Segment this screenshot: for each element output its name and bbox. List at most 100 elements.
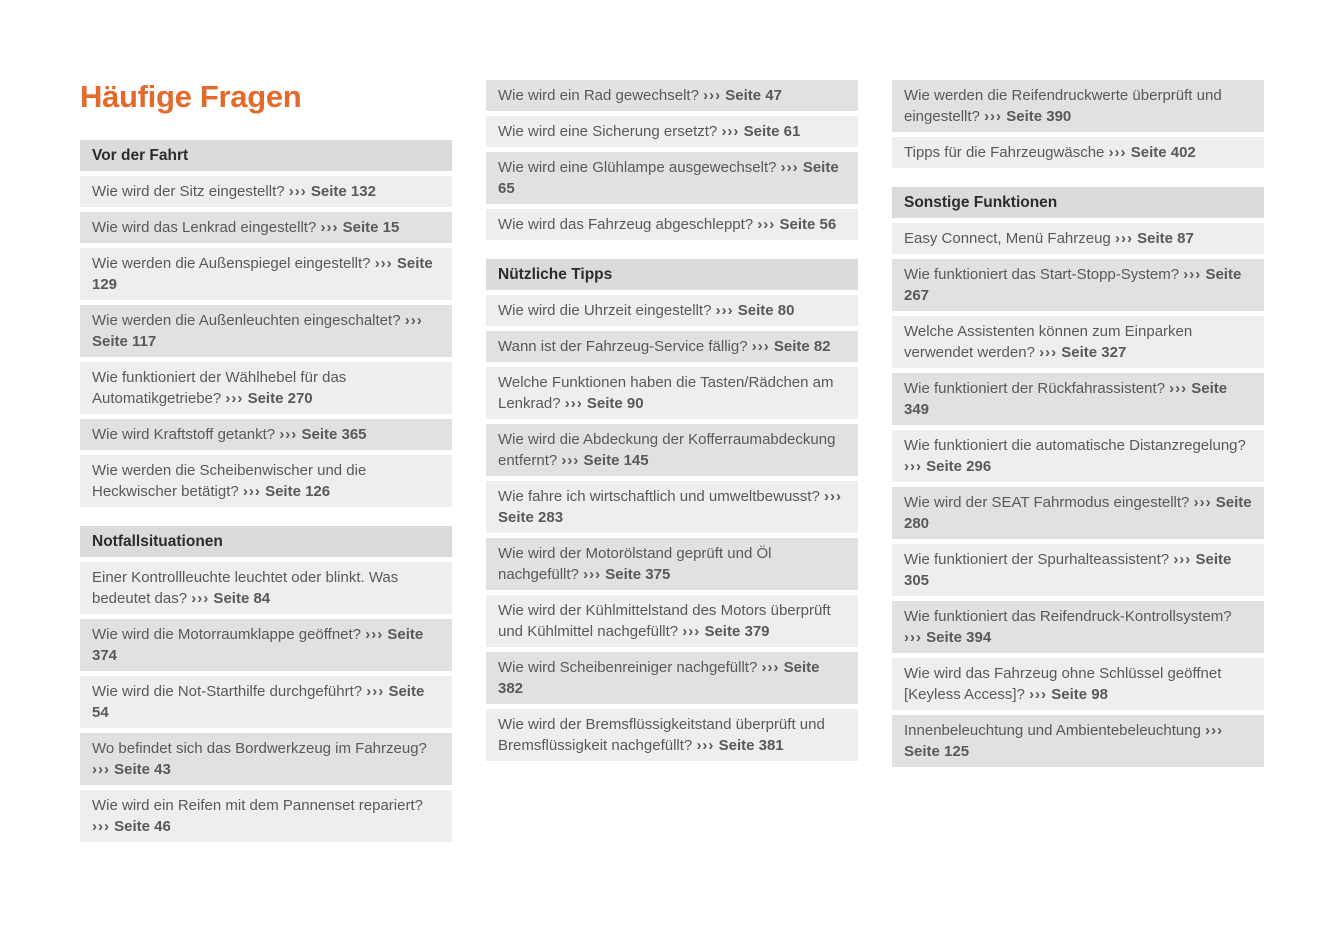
page-reference: ››› Seite 117 <box>92 312 423 350</box>
page-reference: ››› Seite 280 <box>904 494 1252 532</box>
faq-item[interactable]: Wie wird eine Glühlampe ausgewechselt? ›… <box>486 152 858 204</box>
faq-question: Wie wird die Not-Starthilfe durchgeführt… <box>92 683 363 700</box>
faq-item[interactable]: Welche Funktionen haben die Tasten/Rädch… <box>486 367 858 419</box>
chevrons-icon: ››› <box>721 123 740 140</box>
chevrons-icon: ››› <box>751 338 770 355</box>
faq-item[interactable]: Wie wird die Motorraumklappe geöffnet? ›… <box>80 619 452 671</box>
faq-item[interactable]: Wie wird das Fahrzeug ohne Schlüssel geö… <box>892 658 1264 710</box>
faq-item[interactable]: Wie funktioniert das Start-Stopp-System?… <box>892 259 1264 311</box>
page-reference: ››› Seite 43 <box>92 761 171 778</box>
faq-item[interactable]: Wie wird ein Rad gewechselt? ››› Seite 4… <box>486 80 858 111</box>
chevrons-icon: ››› <box>1183 266 1202 283</box>
faq-item[interactable]: Wann ist der Fahrzeug-Service fällig? ››… <box>486 331 858 362</box>
faq-page-content: Häufige Fragen Vor der Fahrt Wie wird der… <box>80 80 1264 847</box>
page-title: Häufige Fragen <box>80 79 302 114</box>
faq-question: Wie funktioniert die automatische Distan… <box>904 437 1246 454</box>
page-reference: ››› Seite 375 <box>583 566 671 583</box>
chevrons-icon: ››› <box>1173 551 1192 568</box>
chevrons-icon: ››› <box>761 659 780 676</box>
page-reference: ››› Seite 80 <box>715 302 795 319</box>
faq-item[interactable]: Wie funktioniert der Spurhalteassistent?… <box>892 544 1264 596</box>
column-2: Wie wird ein Rad gewechselt? ››› Seite 4… <box>486 80 858 766</box>
page-reference: ››› Seite 283 <box>498 488 842 526</box>
column-3: Wie werden die Reifendruckwerte überprüf… <box>892 80 1264 772</box>
page-reference: ››› Seite 327 <box>1039 344 1127 361</box>
faq-item[interactable]: Wie wird der Kühlmittelstand des Motors … <box>486 595 858 647</box>
page-reference: ››› Seite 365 <box>279 426 367 443</box>
page-reference: ››› Seite 61 <box>721 123 801 140</box>
faq-question: Wann ist der Fahrzeug-Service fällig? <box>498 338 748 355</box>
faq-item[interactable]: Welche Assistenten können zum Einparken … <box>892 316 1264 368</box>
faq-question: Welche Funktionen haben die Tasten/Rädch… <box>498 374 834 412</box>
faq-question: Tipps für die Fahrzeugwäsche <box>904 144 1105 161</box>
faq-item[interactable]: Wie wird eine Sicherung ersetzt? ››› Sei… <box>486 116 858 147</box>
faq-item[interactable]: Wie werden die Außenleuchten eingeschalt… <box>80 305 452 357</box>
faq-question: Wie wird ein Reifen mit dem Pannenset re… <box>92 797 423 814</box>
chevrons-icon: ››› <box>366 683 385 700</box>
faq-item[interactable]: Wie wird der Motorölstand geprüft und Öl… <box>486 538 858 590</box>
chevrons-icon: ››› <box>225 390 244 407</box>
faq-item[interactable]: Wie werden die Außenspiegel eingestellt?… <box>80 248 452 300</box>
page-reference: ››› Seite 132 <box>288 183 376 200</box>
faq-item[interactable]: Wie wird Kraftstoff getankt? ››› Seite 3… <box>80 419 452 450</box>
faq-item[interactable]: Wie wird ein Reifen mit dem Pannenset re… <box>80 790 452 842</box>
chevrons-icon: ››› <box>1108 144 1127 161</box>
chevrons-icon: ››› <box>1169 380 1188 397</box>
faq-item[interactable]: Wie wird der SEAT Fahrmodus eingestellt?… <box>892 487 1264 539</box>
faq-item[interactable]: Easy Connect, Menü Fahrzeug ››› Seite 87 <box>892 223 1264 254</box>
chevrons-icon: ››› <box>1039 344 1058 361</box>
faq-item[interactable]: Wie werden die Reifendruckwerte überprüf… <box>892 80 1264 132</box>
faq-item[interactable]: Wie wird der Sitz eingestellt? ››› Seite… <box>80 176 452 207</box>
page-reference: ››› Seite 402 <box>1108 144 1196 161</box>
faq-question: Wie wird das Lenkrad eingestellt? <box>92 219 317 236</box>
faq-question: Wie wird die Motorraumklappe geöffnet? <box>92 626 362 643</box>
faq-item[interactable]: Wie funktioniert der Rückfahrassistent? … <box>892 373 1264 425</box>
faq-item[interactable]: Wie wird Scheibenreiniger nachgefüllt? ›… <box>486 652 858 704</box>
faq-item[interactable]: Wie wird das Lenkrad eingestellt? ››› Se… <box>80 212 452 243</box>
faq-question: Wie wird Scheibenreiniger nachgefüllt? <box>498 659 758 676</box>
page-reference: ››› Seite 390 <box>984 108 1072 125</box>
chevrons-icon: ››› <box>1114 230 1133 247</box>
page-reference: ››› Seite 87 <box>1114 230 1194 247</box>
faq-item[interactable]: Wie funktioniert das Reifendruck-Kontrol… <box>892 601 1264 653</box>
chevrons-icon: ››› <box>823 488 842 505</box>
section-header: Vor der Fahrt <box>80 140 452 171</box>
faq-item[interactable]: Wie funktioniert die automatische Distan… <box>892 430 1264 482</box>
chevrons-icon: ››› <box>365 626 384 643</box>
faq-question: Wie werden die Außenspiegel eingestellt? <box>92 255 371 272</box>
page-reference: ››› Seite 84 <box>191 590 271 607</box>
chevrons-icon: ››› <box>696 737 715 754</box>
faq-question: Wie wird eine Glühlampe ausgewechselt? <box>498 159 777 176</box>
faq-question: Wie funktioniert der Rückfahrassistent? <box>904 380 1165 397</box>
faq-item[interactable]: Wo befindet sich das Bordwerkzeug im Fah… <box>80 733 452 785</box>
faq-item[interactable]: Wie funktioniert der Wählhebel für das A… <box>80 362 452 414</box>
faq-question: Welche Assistenten können zum Einparken … <box>904 323 1193 361</box>
column-1: Häufige Fragen Vor der Fahrt Wie wird der… <box>80 80 452 847</box>
page-reference: ››› Seite 129 <box>92 255 433 293</box>
faq-item[interactable]: Wie werden die Scheibenwischer und die H… <box>80 455 452 507</box>
chevrons-icon: ››› <box>757 216 776 233</box>
chevrons-icon: ››› <box>288 183 307 200</box>
faq-question: Wie werden die Außenleuchten eingeschalt… <box>92 312 401 329</box>
chevrons-icon: ››› <box>242 483 261 500</box>
page-reference: ››› Seite 394 <box>904 629 992 646</box>
faq-item[interactable]: Wie wird die Abdeckung der Kofferraumabd… <box>486 424 858 476</box>
faq-question: Wie wird der Motorölstand geprüft und Öl… <box>498 545 772 583</box>
faq-question: Wie fahre ich wirtschaftlich und umweltb… <box>498 488 820 505</box>
page-reference: ››› Seite 15 <box>320 219 400 236</box>
faq-item[interactable]: Wie wird das Fahrzeug abgeschleppt? ››› … <box>486 209 858 240</box>
faq-item[interactable]: Wie fahre ich wirtschaftlich und umweltb… <box>486 481 858 533</box>
faq-item[interactable]: Tipps für die Fahrzeugwäsche ››› Seite 4… <box>892 137 1264 168</box>
faq-item[interactable]: Innenbeleuchtung und Ambientebeleuchtung… <box>892 715 1264 767</box>
faq-item[interactable]: Einer Kontrollleuchte leuchtet oder blin… <box>80 562 452 614</box>
page-reference: ››› Seite 56 <box>757 216 837 233</box>
page-reference: ››› Seite 379 <box>682 623 770 640</box>
section-header: Sonstige Funktionen <box>892 187 1264 218</box>
page-reference: ››› Seite 65 <box>498 159 839 197</box>
faq-item[interactable]: Wie wird die Not-Starthilfe durchgeführt… <box>80 676 452 728</box>
faq-item[interactable]: Wie wird die Uhrzeit eingestellt? ››› Se… <box>486 295 858 326</box>
faq-item[interactable]: Wie wird der Bremsflüssigkeitstand überp… <box>486 709 858 761</box>
page-reference: ››› Seite 296 <box>904 458 992 475</box>
section-header: Notfallsituationen <box>80 526 452 557</box>
chevrons-icon: ››› <box>715 302 734 319</box>
